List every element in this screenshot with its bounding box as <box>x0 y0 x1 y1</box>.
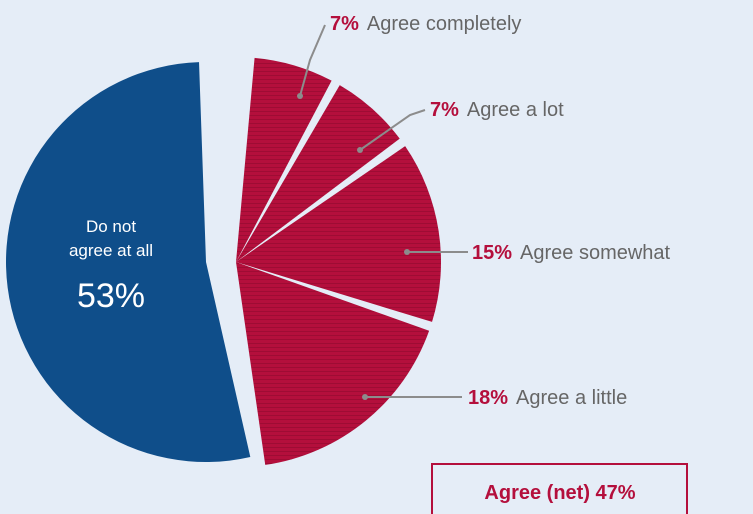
slice-category-label: Agree completely <box>367 13 522 35</box>
net-box-border <box>431 463 688 514</box>
slice-agree-completely <box>236 57 332 263</box>
slice-agree-a-little <box>236 262 430 465</box>
slice-value: 15% <box>472 242 512 264</box>
pie-slices <box>6 57 442 465</box>
slice-category-label: Agree a lot <box>467 99 564 121</box>
leader-dot <box>362 394 368 400</box>
disagree-value: 53% <box>77 277 145 315</box>
slice-labels: 7% Agree completely 7% Agree a lot 15% Agree … <box>330 13 671 409</box>
leader-line <box>299 24 326 97</box>
disagree-label-line2: agree at all <box>69 241 153 260</box>
slice-label: 18% Agree a little <box>468 387 627 409</box>
slice-disagree <box>6 62 251 463</box>
leader-dot <box>297 93 303 99</box>
slice-category-label: Agree a little <box>516 387 627 409</box>
leader-line <box>359 109 426 151</box>
slice-label: 15% Agree somewhat <box>472 242 671 264</box>
slice-value: 7% <box>330 13 359 35</box>
leader-lines <box>297 24 468 400</box>
slice-agree-somewhat <box>236 146 442 322</box>
slice-value: 7% <box>430 99 459 121</box>
slice-category-label: Agree somewhat <box>520 242 671 264</box>
net-box-label: Agree (net) 47% <box>484 482 635 504</box>
leader-dot <box>404 249 410 255</box>
slice-agree-a-lot <box>236 85 400 263</box>
leader-dot <box>357 147 363 153</box>
slice-value: 18% <box>468 387 508 409</box>
disagree-inner-label: Do not agree at all 53% <box>69 217 153 315</box>
disagree-label-line1: Do not <box>86 217 136 236</box>
slice-label: 7% Agree completely <box>330 13 521 35</box>
slice-label: 7% Agree a lot <box>430 99 564 121</box>
net-box: Agree (net) 47% <box>431 463 688 514</box>
